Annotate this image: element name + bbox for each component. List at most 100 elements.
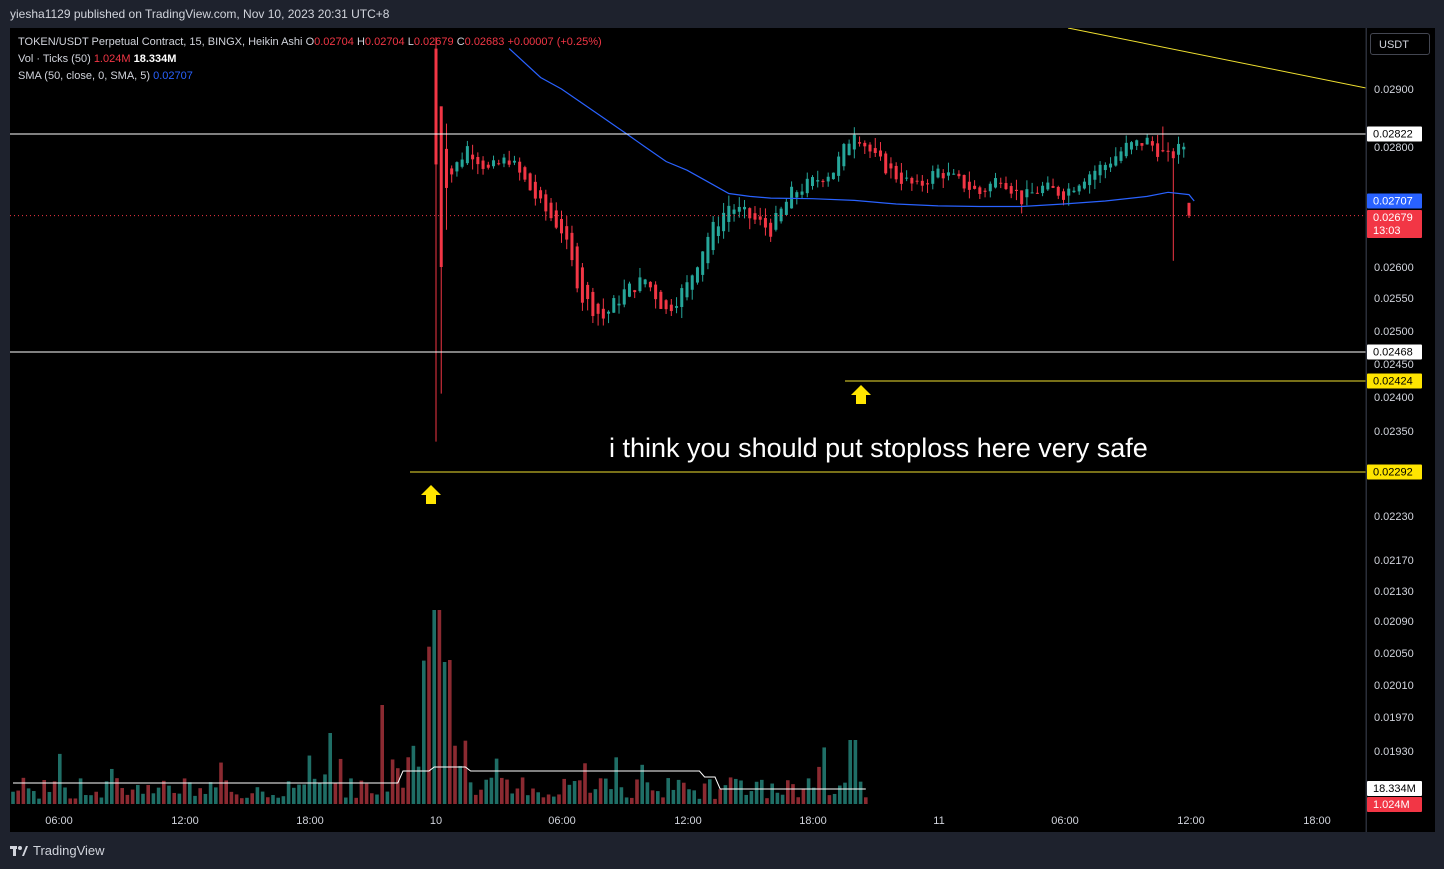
candle-body	[936, 168, 940, 178]
currency-button[interactable]: USDT	[1370, 33, 1430, 55]
candle-body	[894, 165, 898, 180]
volume-bar	[307, 755, 312, 804]
volume-bar	[832, 793, 837, 804]
tradingview-logo[interactable]: TradingView	[10, 843, 105, 858]
candle-body	[1103, 164, 1107, 171]
volume-bar	[47, 791, 52, 804]
candle-body	[502, 157, 506, 164]
candle-body	[706, 236, 710, 264]
candle-body	[795, 192, 799, 198]
volume-bar	[723, 785, 728, 804]
stoploss-annotation[interactable]: i think you should put stoploss here ver…	[609, 433, 1148, 463]
ohlc-high: 0.02704	[364, 36, 405, 48]
volume-bar	[437, 610, 442, 804]
volume-bar	[734, 778, 738, 804]
volume-bar	[624, 797, 629, 804]
price-label-last	[1367, 210, 1422, 238]
chart-pane[interactable]	[10, 28, 1434, 832]
volume-bar	[536, 792, 540, 804]
sma-label[interactable]: SMA (50, close, 0, SMA, 5)	[18, 70, 151, 82]
price-tick-label: 0.02400	[1374, 392, 1414, 404]
candle-body	[748, 208, 752, 219]
volume-bar	[125, 794, 130, 804]
volume-bar	[276, 797, 280, 804]
candle-body	[580, 267, 584, 303]
volume-bar	[463, 740, 468, 804]
volume-bar	[609, 789, 613, 804]
candle-body	[732, 209, 736, 214]
volume-label[interactable]: Vol · Ticks (50)	[18, 53, 91, 65]
volume-bar	[73, 798, 78, 804]
volume-bar	[162, 780, 166, 804]
price-tick-label: 0.01970	[1374, 712, 1414, 724]
candle-body	[1124, 142, 1128, 157]
candle-body	[711, 221, 715, 251]
candle-body	[868, 144, 872, 152]
candle-body	[1009, 186, 1013, 194]
candle-body	[465, 146, 469, 164]
volume-bar	[323, 774, 327, 804]
candle-body	[1046, 182, 1050, 190]
price-label-text: 0.02707	[1373, 196, 1413, 208]
candle-body	[1041, 185, 1045, 194]
candle-body	[905, 177, 909, 179]
volume-bar	[281, 796, 286, 804]
candle-body	[1093, 170, 1097, 180]
volume-bar	[84, 795, 88, 804]
countdown-timer: 13:03	[1373, 225, 1401, 237]
volume-bar	[52, 781, 57, 804]
volume-bar	[130, 789, 135, 804]
candle-body	[1129, 142, 1133, 150]
volume-bar	[468, 782, 473, 804]
candle-body	[554, 210, 558, 228]
volume-bar	[728, 777, 733, 804]
candle-body	[873, 148, 877, 153]
price-axis[interactable]	[1366, 28, 1435, 832]
candle-body	[1056, 186, 1060, 196]
volume-bar	[151, 793, 156, 804]
price-label-sma	[1367, 193, 1422, 209]
volume-bar	[796, 797, 800, 804]
volume-bar	[406, 757, 410, 804]
candle-body	[486, 164, 490, 168]
volume-bar	[146, 784, 150, 804]
price-tick-label: 0.02130	[1374, 586, 1414, 598]
candle-body	[533, 181, 537, 199]
volume-bar	[812, 787, 816, 804]
candle-body	[1145, 137, 1149, 145]
volume-bar	[42, 779, 46, 804]
candle-body	[915, 180, 919, 182]
volume-bar	[401, 787, 405, 804]
volume-bar	[744, 794, 748, 804]
candle-body	[601, 308, 605, 319]
price-label-yellow-line	[1367, 373, 1422, 389]
volume-bar	[333, 782, 338, 804]
candle-body	[1014, 189, 1018, 191]
symbol-title[interactable]: TOKEN/USDT Perpetual Contract, 15, BINGX…	[18, 36, 303, 48]
candle-body	[1082, 181, 1086, 189]
candle-body	[967, 181, 971, 190]
candle-body	[863, 142, 867, 147]
volume-bar	[58, 753, 62, 804]
volume-bar	[479, 789, 483, 804]
volume-bar	[219, 762, 223, 804]
candle-body	[1166, 150, 1170, 152]
price-tick-label: 0.02010	[1374, 680, 1414, 692]
price-tick-label: 0.02900	[1374, 84, 1414, 96]
volume-bar	[552, 796, 556, 804]
candle-body	[842, 144, 846, 167]
volume-bar	[458, 765, 462, 804]
volume-bar	[484, 779, 488, 804]
time-tick-label: 10	[430, 815, 442, 827]
volume-bar	[104, 781, 109, 804]
price-tick-label: 0.02550	[1374, 293, 1414, 305]
candle-body	[837, 156, 841, 176]
candle-body	[826, 176, 830, 182]
ohlc-low-label: L	[407, 36, 414, 48]
candle-body	[680, 288, 684, 307]
volume-bar	[193, 795, 197, 804]
candle-body	[962, 175, 966, 189]
price-label-white-line	[1367, 344, 1422, 360]
volume-bar	[203, 793, 208, 804]
